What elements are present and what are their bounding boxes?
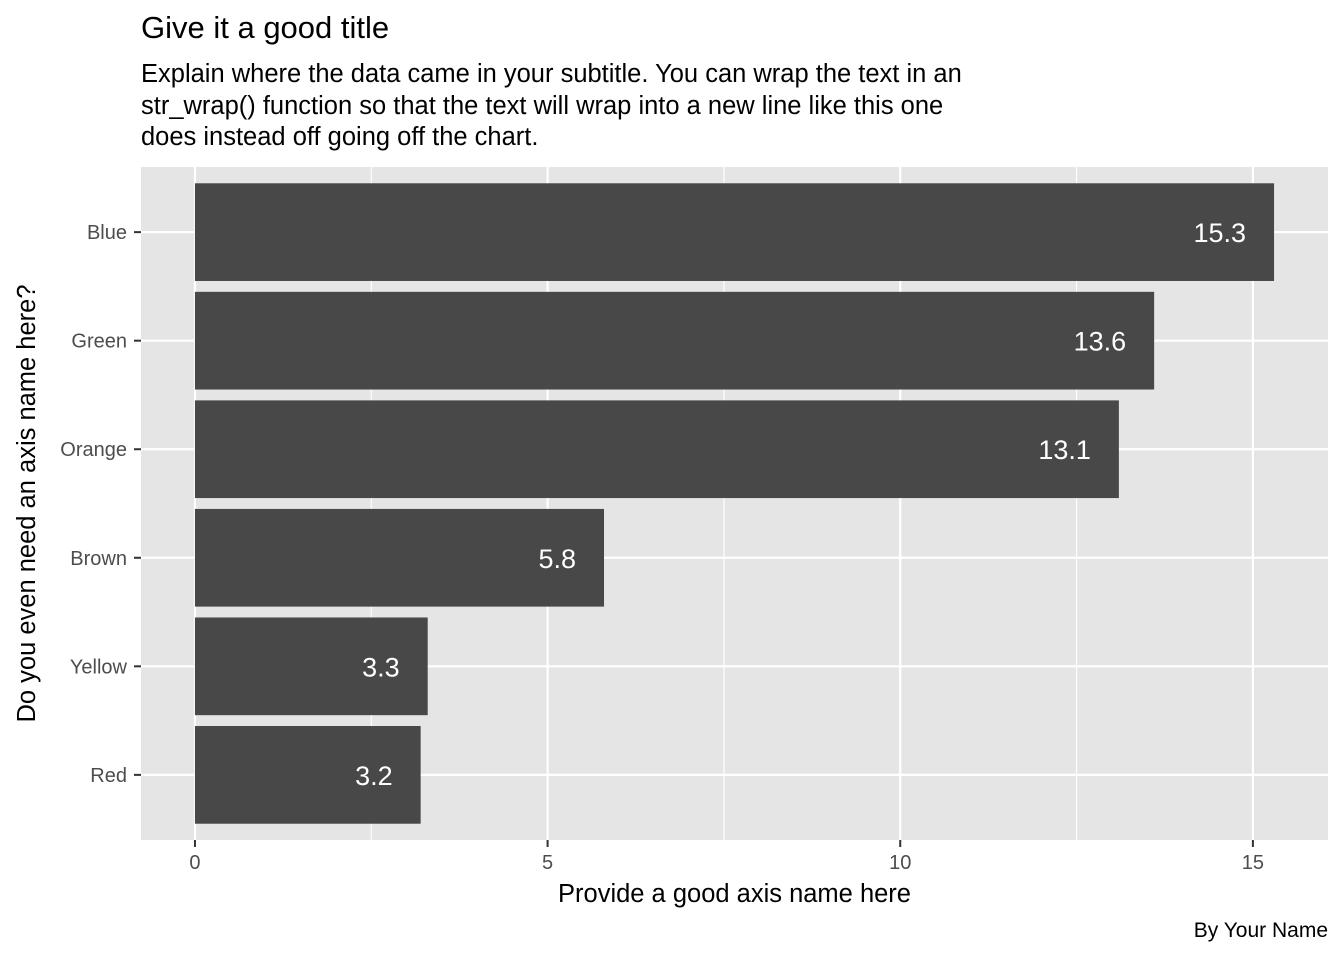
axes: Blue Green Orange Brown Yellow Red 0 5 10 15 bbox=[60, 222, 1264, 874]
chart-subtitle: Explain where the data came in your subt… bbox=[141, 59, 1141, 154]
data-label: 5.8 bbox=[538, 544, 576, 574]
data-label: 3.2 bbox=[355, 761, 393, 791]
data-label: 13.6 bbox=[1074, 327, 1127, 357]
y-tick-label: Green bbox=[71, 331, 127, 353]
data-label: 13.1 bbox=[1038, 435, 1091, 465]
x-tick-label: 0 bbox=[189, 852, 200, 874]
bar bbox=[194, 508, 605, 607]
chart-subtitle-line: Explain where the data came in your subt… bbox=[141, 60, 962, 88]
chart-caption: By Your Name bbox=[1193, 919, 1328, 942]
bar bbox=[194, 400, 1119, 499]
bar bbox=[194, 726, 421, 824]
data-label: 15.3 bbox=[1193, 218, 1246, 248]
x-axis-title: Provide a good axis name here bbox=[558, 880, 911, 908]
chart-subtitle-line: str_wrap() function so that the text wil… bbox=[141, 91, 944, 120]
x-tick-label: 10 bbox=[889, 852, 911, 874]
bar bbox=[194, 183, 1275, 281]
chart-subtitle-line: does instead off going off the chart. bbox=[141, 123, 539, 151]
y-tick-label: Blue bbox=[87, 222, 127, 244]
y-axis-title: Do you even need an axis name here? bbox=[13, 284, 41, 722]
data-label: 3.3 bbox=[362, 652, 400, 682]
bar bbox=[194, 617, 428, 716]
y-tick-label: Orange bbox=[60, 439, 127, 461]
y-tick-label: Yellow bbox=[70, 656, 128, 678]
data-labels: 15.3 13.6 13.1 5.8 3.3 3.2 bbox=[355, 218, 1246, 791]
y-tick-label: Red bbox=[90, 765, 127, 787]
y-tick-label: Brown bbox=[70, 548, 127, 570]
bars bbox=[194, 183, 1275, 824]
x-tick-label: 15 bbox=[1242, 852, 1264, 874]
bar bbox=[194, 291, 1155, 390]
x-tick-label: 5 bbox=[542, 852, 553, 874]
chart-title: Give it a good title bbox=[141, 10, 390, 45]
